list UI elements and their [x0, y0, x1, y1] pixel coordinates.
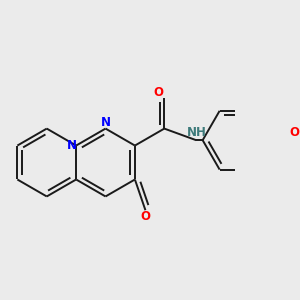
Text: NH: NH [187, 126, 207, 139]
Text: O: O [140, 210, 150, 223]
Text: O: O [154, 86, 164, 99]
Text: N: N [67, 139, 77, 152]
Text: O: O [290, 126, 300, 140]
Text: N: N [100, 116, 110, 129]
